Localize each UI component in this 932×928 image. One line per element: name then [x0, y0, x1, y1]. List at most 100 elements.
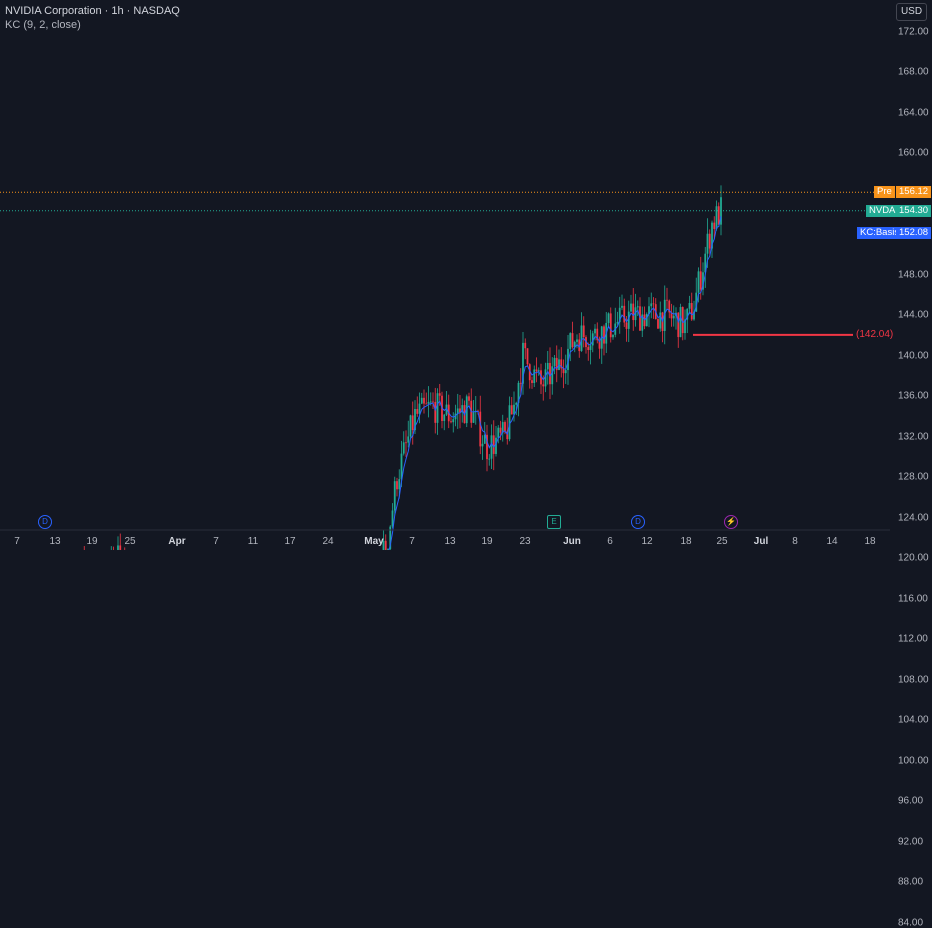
- candle-body: [582, 325, 585, 338]
- candle-body: [429, 401, 432, 403]
- candle-body: [677, 312, 680, 338]
- price-axis-label: 116.00: [898, 593, 928, 604]
- chart-title[interactable]: NVIDIA Corporation · 1h · NASDAQ: [5, 5, 180, 17]
- pre-tag-value: 156.12: [896, 186, 932, 199]
- candle-body: [432, 401, 434, 403]
- price-axis-label: 112.00: [898, 633, 928, 645]
- candle-body: [515, 402, 518, 405]
- candle-body: [414, 409, 416, 431]
- time-axis-label: 14: [826, 536, 838, 547]
- time-axis-label: 13: [49, 536, 61, 547]
- alert-price-label[interactable]: (142.04): [856, 328, 894, 340]
- candle-body: [666, 299, 668, 301]
- candle-body: [591, 333, 594, 346]
- candle-body: [461, 405, 464, 413]
- candle-body: [564, 370, 567, 374]
- time-axis-label: Jul: [753, 536, 769, 547]
- candle-body: [425, 403, 428, 405]
- candle-body: [618, 307, 621, 323]
- candle-body: [427, 401, 430, 404]
- candle-body: [510, 405, 513, 415]
- candle-body: [490, 435, 493, 459]
- candle-body: [578, 339, 581, 352]
- candle-body: [551, 366, 554, 385]
- candle-body: [690, 302, 693, 320]
- candle-body: [526, 348, 529, 365]
- kc-tag-label: KC:Basis: [857, 227, 903, 240]
- time-axis-label: Apr: [168, 536, 186, 547]
- candle-body: [684, 319, 686, 334]
- candle-body: [391, 510, 394, 527]
- candle-body: [616, 322, 619, 324]
- time-axis-label: 6: [607, 536, 613, 547]
- candle-body: [382, 540, 385, 550]
- candle-body: [639, 306, 641, 331]
- kc-basis-line: [388, 216, 722, 550]
- currency-button[interactable]: USD: [896, 3, 927, 21]
- dividend-event-marker[interactable]: D: [38, 515, 52, 529]
- candle-body: [630, 303, 632, 312]
- candle-body: [443, 414, 446, 421]
- candle-body: [450, 421, 452, 423]
- candle-series: [83, 185, 722, 550]
- candle-body: [438, 393, 441, 396]
- candle-body: [409, 415, 412, 437]
- candle-body: [459, 408, 461, 413]
- candle-body: [499, 427, 502, 433]
- earnings-event-marker[interactable]: E: [547, 515, 561, 529]
- price-axis-label: 144.00: [898, 309, 929, 321]
- candle-body: [387, 548, 389, 550]
- candle-body: [652, 303, 655, 305]
- candle-body: [524, 342, 527, 349]
- candle-body: [472, 412, 475, 423]
- split-event-marker[interactable]: ⚡: [724, 515, 738, 529]
- candle-body: [542, 384, 545, 387]
- candle-body: [688, 302, 691, 309]
- price-axis-label: 164.00: [898, 107, 929, 118]
- price-axis-label: 148.00: [898, 269, 929, 280]
- pre-tag-label: Pre: [874, 186, 895, 199]
- dividend-event-marker[interactable]: D: [631, 515, 645, 529]
- time-axis-label: 25: [716, 536, 728, 547]
- price-axis-label: 172.00: [898, 26, 929, 37]
- candle-body: [612, 334, 614, 338]
- nvda-tag-label: NVDA: [866, 204, 899, 217]
- candle-body: [407, 436, 410, 443]
- candle-body: [636, 306, 639, 308]
- candle-body: [398, 479, 401, 490]
- candle-body: [528, 364, 531, 381]
- candle-body: [625, 322, 628, 329]
- candle-body: [492, 435, 495, 454]
- price-chart[interactable]: [0, 0, 932, 550]
- candle-body: [711, 222, 713, 249]
- candle-body: [531, 380, 533, 384]
- indicator-legend[interactable]: KC (9, 2, close): [5, 19, 81, 31]
- candle-body: [587, 347, 590, 350]
- candle-body: [598, 340, 601, 349]
- candle-body: [119, 545, 122, 550]
- candle-body: [695, 292, 698, 312]
- price-axis-label: 160.00: [898, 147, 929, 159]
- candle-body: [659, 312, 662, 329]
- kc-tag-value: 152.08: [896, 227, 932, 240]
- candle-body: [648, 306, 650, 315]
- candle-body: [562, 368, 565, 374]
- candle-body: [607, 313, 610, 323]
- price-axis-label: 140.00: [898, 350, 929, 361]
- candle-body: [384, 540, 387, 550]
- candle-body: [693, 311, 695, 320]
- candle-body: [603, 326, 605, 344]
- time-axis-label: 7: [14, 536, 20, 547]
- price-axis-label: 168.00: [898, 66, 929, 78]
- candle-body: [555, 357, 558, 371]
- candle-body: [393, 481, 396, 511]
- candle-body: [623, 305, 626, 323]
- price-axis-label: 100.00: [898, 755, 929, 766]
- time-axis-label: 18: [680, 536, 692, 547]
- candle-body: [508, 405, 511, 440]
- candle-body: [400, 453, 403, 480]
- candle-body: [720, 197, 722, 225]
- candle-body: [708, 233, 711, 249]
- candle-body: [594, 328, 596, 334]
- time-axis-label: 13: [444, 536, 456, 547]
